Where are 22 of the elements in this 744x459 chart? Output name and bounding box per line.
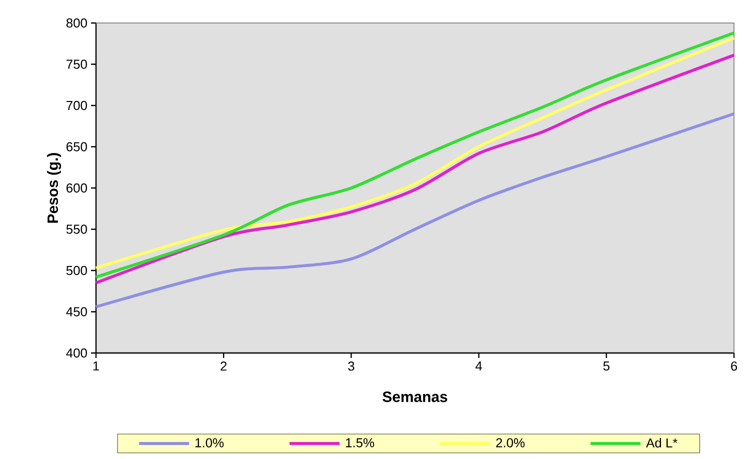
y-tick-label: 550 [66,224,87,234]
y-tick-label: 450 [66,307,87,316]
legend-label: 1.5% [346,438,374,448]
y-tick-label: 600 [66,183,87,193]
legend-label: 1.0% [196,438,224,448]
y-tick-label: 700 [66,100,87,110]
y-tick-label: 400 [66,348,87,358]
y-tick-label: 750 [66,60,87,69]
legend-label: 2.0% [496,438,525,448]
x-tick-label: 1 [93,362,99,370]
y-tick-label: 800 [66,18,87,28]
x-tick-label: 6 [731,362,738,371]
x-tick-label: 2 [220,362,227,371]
x-tick-label: 5 [603,362,610,371]
x-axis-title: Semanas [382,392,448,402]
x-tick-label: 4 [476,362,482,370]
legend-label: Ad L* [646,438,678,448]
x-tick-label: 3 [348,362,354,371]
y-tick-label: 650 [66,142,87,152]
y-tick-label: 500 [66,266,87,276]
y-axis-title: Pesos (g.) [47,153,62,223]
line-series [94,112,736,308]
